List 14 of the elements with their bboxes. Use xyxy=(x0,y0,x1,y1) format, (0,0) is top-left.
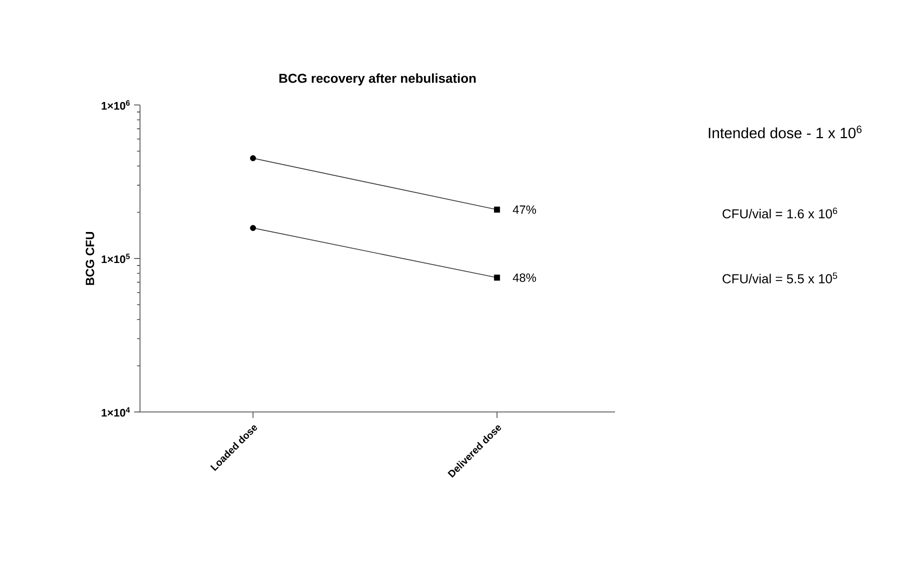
y-tick-label: 1×10$^{4}$ xyxy=(102,407,130,417)
y-axis-title: BCG CFU xyxy=(86,232,94,285)
text: Intended dose - 1 x 10$^{6}$ xyxy=(708,126,862,138)
point xyxy=(250,224,256,231)
point xyxy=(250,155,256,162)
annotation: 47% xyxy=(512,205,536,214)
y-tick-label: 1×10$^{5}$ xyxy=(102,254,130,264)
annotation: 48% xyxy=(512,273,536,282)
y-tick-label: 1×10$^{6}$ xyxy=(102,100,130,110)
text: CFU/vial = 1.6 x 10$^{6}$ xyxy=(722,208,838,218)
point xyxy=(494,206,500,213)
text: CFU/vial = 5.5 x 10$^{5}$ xyxy=(722,272,838,284)
chart-title: BCG recovery after nebulisation xyxy=(279,73,476,86)
point xyxy=(494,274,500,281)
